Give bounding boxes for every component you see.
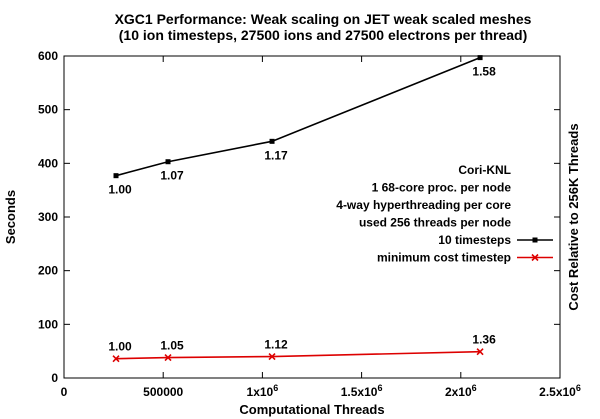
x-axis: 0 500000 1x106 1.5x106 2x106 2.5x106 bbox=[61, 56, 581, 399]
series-0-data-label-3: 1.58 bbox=[472, 65, 496, 79]
series-0-point-0 bbox=[113, 173, 119, 179]
series-line-1 bbox=[115, 350, 481, 360]
legend-header-line-3: used 256 threads per node bbox=[359, 216, 511, 230]
series-0-data-label-2: 1.17 bbox=[264, 148, 288, 162]
x-tick-label-2: 1x106 bbox=[247, 383, 279, 399]
y-tick-label-2: 200 bbox=[38, 264, 58, 278]
x-tick-exponent-4: 6 bbox=[472, 383, 477, 393]
y-axis-label: Seconds bbox=[3, 190, 18, 244]
legend-header-line-1: 1 68-core proc. per node bbox=[372, 181, 512, 195]
series-0-data-label-1: 1.07 bbox=[160, 169, 184, 183]
series-line-0 bbox=[115, 56, 481, 177]
x-tick-exponent-5: 6 bbox=[576, 383, 581, 393]
x-tick-label-3: 1.5x106 bbox=[341, 383, 383, 399]
series-1-data-label-3: 1.36 bbox=[472, 333, 496, 347]
x-tick-exponent-3: 6 bbox=[377, 383, 382, 393]
legend: Cori-KNL 1 68-core proc. per node 4-way hy… bbox=[336, 163, 553, 265]
series-1-data-label-2: 1.12 bbox=[264, 338, 288, 352]
legend-header-line-0: Cori-KNL bbox=[458, 163, 511, 177]
y-tick-label-3: 300 bbox=[38, 210, 58, 224]
x-tick-label-5: 2.5x106 bbox=[539, 383, 581, 399]
legend-entry-label-0: 10 timesteps bbox=[438, 233, 511, 247]
y-tick-label-5: 500 bbox=[38, 103, 58, 117]
y-tick-label-1: 100 bbox=[38, 317, 58, 331]
series-0-data-label-0: 1.00 bbox=[108, 183, 132, 197]
series-1-point-2 bbox=[268, 352, 276, 361]
series-0-point-2 bbox=[269, 138, 275, 144]
series-1-point-3 bbox=[476, 348, 484, 356]
x-tick-exponent-2: 6 bbox=[273, 383, 278, 393]
series-layer: 1.00 1.07 1.17 1.58 1.00 1.05 1.12 1.36 bbox=[108, 55, 496, 363]
y2-axis-label: Cost Relative to 256K Threads bbox=[566, 123, 581, 310]
legend-entry-marker-0 bbox=[532, 237, 538, 243]
chart-title-line1: XGC1 Performance: Weak scaling on JET we… bbox=[115, 11, 532, 27]
y-axis: 0 100 200 300 400 500 600 bbox=[38, 49, 560, 385]
legend-entry-marker-1 bbox=[531, 253, 539, 262]
x-tick-label-1: 500000 bbox=[143, 385, 183, 399]
x-tick-label-4: 2x106 bbox=[445, 383, 477, 399]
legend-entry-label-1: minimum cost timestep bbox=[377, 251, 511, 265]
series-1-data-label-1: 1.05 bbox=[160, 339, 184, 353]
y-tick-label-6: 600 bbox=[38, 49, 58, 63]
x-tick-label-0: 0 bbox=[61, 385, 68, 399]
y-tick-label-4: 400 bbox=[38, 156, 58, 170]
series-1-point-1 bbox=[164, 354, 172, 362]
x-axis-label: Computational Threads bbox=[239, 402, 384, 417]
chart-title-line2: (10 ion timesteps, 27500 ions and 27500 … bbox=[119, 27, 528, 43]
y-tick-label-0: 0 bbox=[51, 371, 58, 385]
series-0-point-3 bbox=[477, 55, 483, 61]
series-0-point-1 bbox=[165, 159, 171, 165]
legend-header-line-2: 4-way hyperthreading per core bbox=[336, 198, 511, 212]
series-1-data-label-0: 1.00 bbox=[108, 340, 132, 354]
series-1-point-0 bbox=[112, 355, 120, 363]
